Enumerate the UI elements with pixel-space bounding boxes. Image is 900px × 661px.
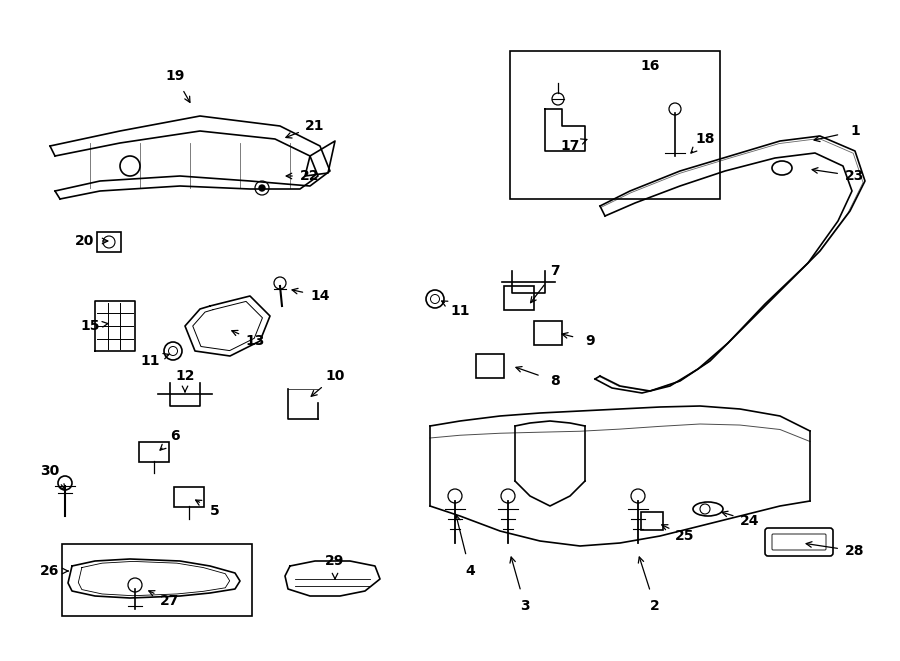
Text: 7: 7 [550, 264, 560, 278]
Text: 10: 10 [325, 369, 345, 383]
Text: 28: 28 [845, 544, 865, 558]
Text: 3: 3 [520, 599, 530, 613]
Text: 15: 15 [80, 319, 100, 333]
Text: 11: 11 [140, 354, 160, 368]
Text: 16: 16 [640, 59, 660, 73]
Text: 19: 19 [166, 69, 184, 83]
Text: 11: 11 [450, 304, 470, 318]
Text: 30: 30 [40, 464, 59, 478]
Text: 24: 24 [740, 514, 760, 528]
Text: 8: 8 [550, 374, 560, 388]
Text: 5: 5 [210, 504, 220, 518]
Text: 27: 27 [160, 594, 180, 608]
Text: 21: 21 [305, 119, 325, 133]
Text: 26: 26 [40, 564, 59, 578]
Text: 13: 13 [246, 334, 265, 348]
Text: 4: 4 [465, 564, 475, 578]
Text: 6: 6 [170, 429, 180, 443]
Text: 25: 25 [675, 529, 695, 543]
Text: 18: 18 [695, 132, 715, 146]
Text: 9: 9 [585, 334, 595, 348]
Text: 17: 17 [561, 139, 580, 153]
Circle shape [259, 185, 265, 191]
Text: 2: 2 [650, 599, 660, 613]
Text: 1: 1 [850, 124, 860, 138]
Text: 22: 22 [301, 169, 320, 183]
Text: 23: 23 [845, 169, 865, 183]
Text: 14: 14 [310, 289, 329, 303]
Text: 20: 20 [76, 234, 94, 248]
Text: 29: 29 [325, 554, 345, 568]
Text: 12: 12 [176, 369, 194, 383]
